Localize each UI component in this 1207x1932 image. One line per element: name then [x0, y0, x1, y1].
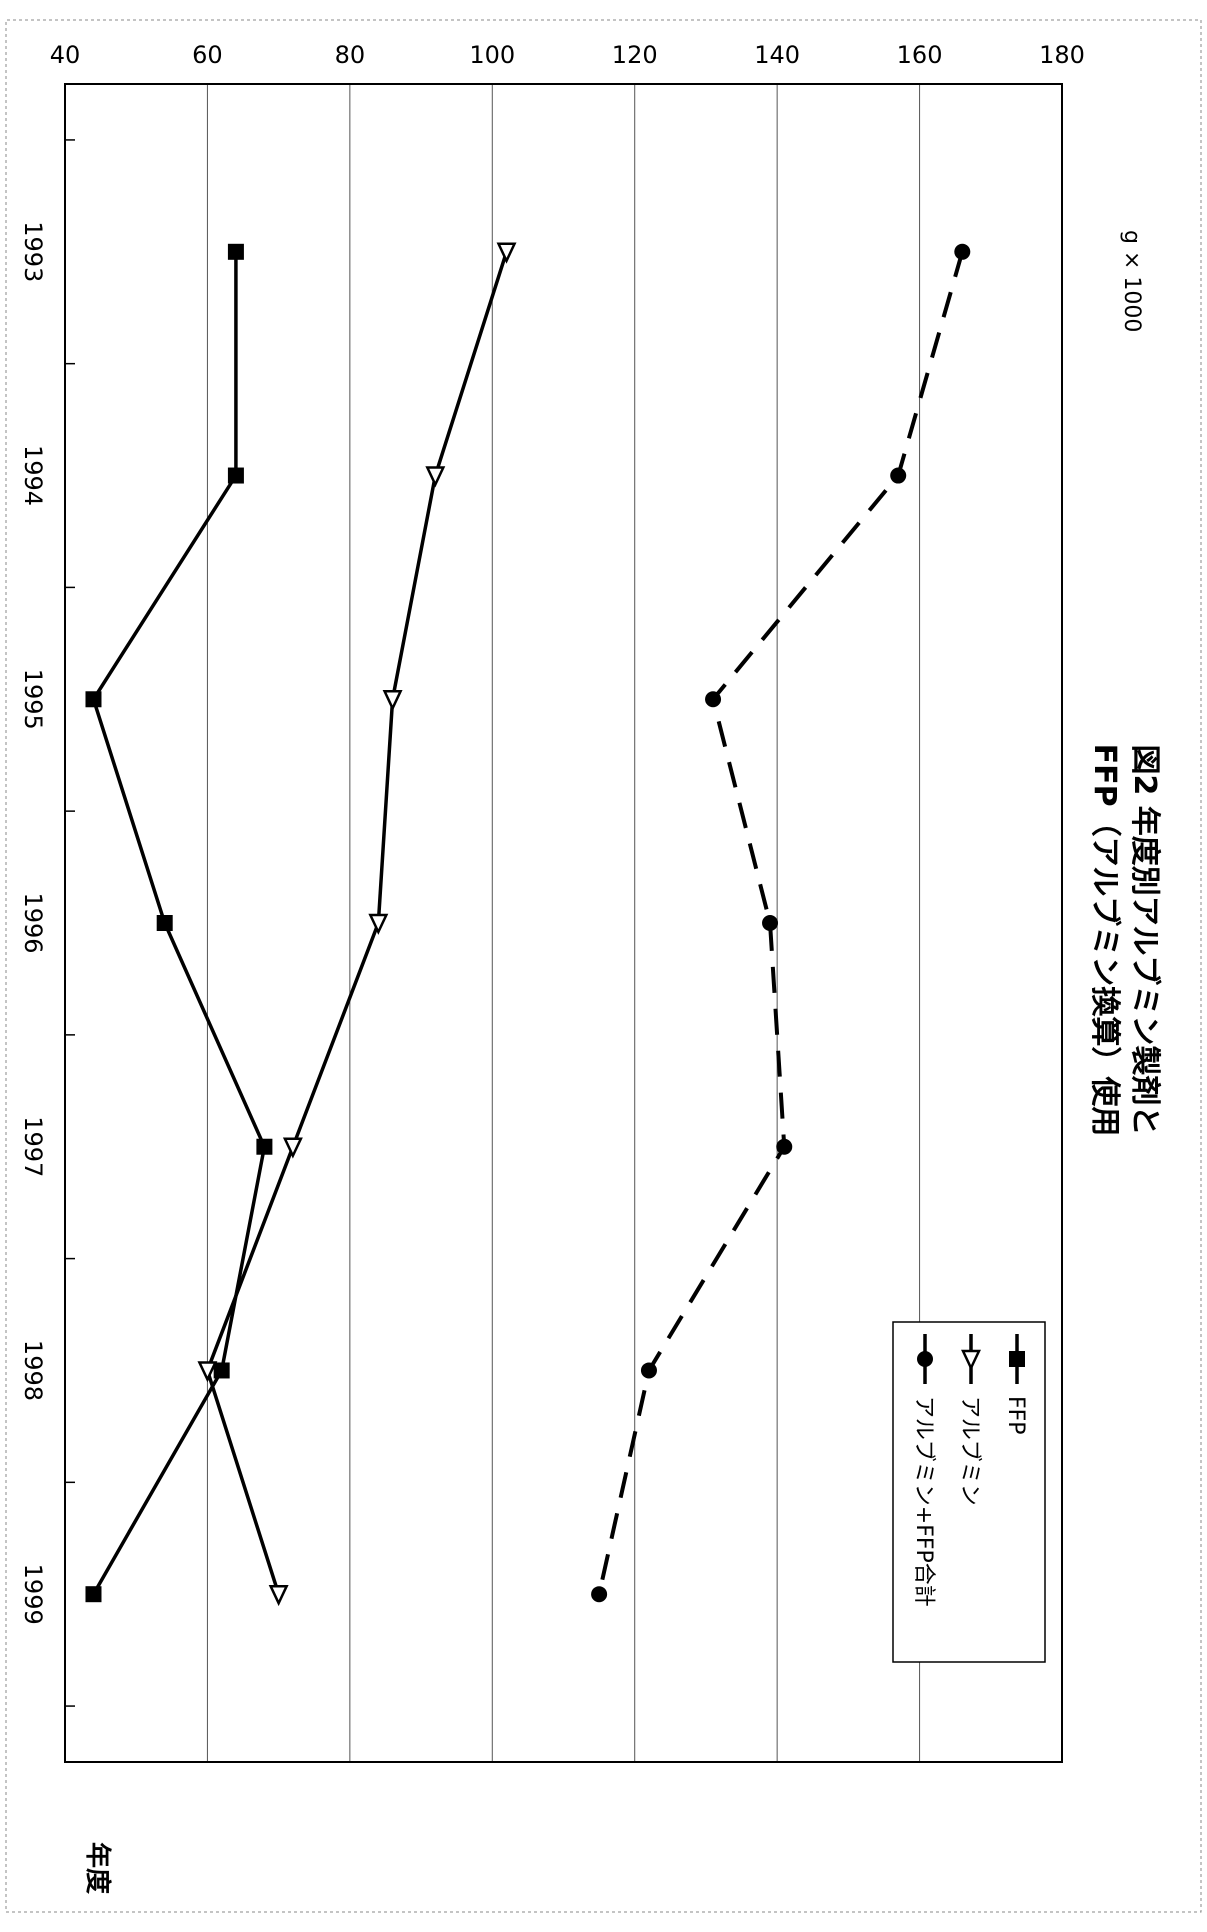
unit-label: g × 1000	[1119, 230, 1144, 332]
x-tick-label: 1994	[19, 445, 47, 506]
plot-frame	[64, 83, 1063, 1763]
legend-label: アルブミン	[957, 1396, 982, 1506]
marker-circle	[640, 1362, 657, 1379]
grid	[206, 84, 921, 1762]
marker-square	[227, 467, 244, 484]
chart-subtitle: FFP（アルブミン換算）使用	[1087, 744, 1122, 1137]
series-triangle	[197, 242, 517, 1607]
y-axis: 40 60 80 100 120 140 160 180	[50, 41, 1085, 69]
marker-circle	[954, 243, 971, 260]
x-tick-label: 1996	[19, 892, 47, 953]
series-line	[91, 251, 267, 1596]
chart-title: 図2 年度別アルブミン製剤と	[1127, 744, 1162, 1135]
marker-square	[1009, 1351, 1025, 1367]
marker-square	[213, 1362, 230, 1379]
marker-circle	[917, 1351, 933, 1367]
x-tick-label: 1997	[19, 1116, 47, 1177]
legend-label: アルブミン+FFP合計	[911, 1396, 936, 1607]
marker-circle	[890, 467, 907, 484]
marker-square	[227, 243, 244, 260]
marker-triangle	[368, 913, 389, 935]
x-axis-label: 年度	[82, 1842, 113, 1894]
page-border	[5, 19, 1202, 1913]
marker-triangle	[382, 690, 403, 712]
y-tick-label: 100	[469, 41, 515, 69]
y-tick-label: 80	[335, 41, 366, 69]
marker-square	[256, 1138, 273, 1155]
marker-circle	[591, 1586, 608, 1603]
marker-square	[156, 915, 173, 931]
marker-triangle	[268, 1584, 289, 1607]
x-axis: 1993 1994 1995 1996 1997 1998 1999	[19, 139, 75, 1707]
legend-label: FFP	[1003, 1396, 1028, 1435]
marker-triangle	[197, 1361, 218, 1383]
series-layer	[85, 242, 971, 1607]
x-tick-label: 1999	[19, 1564, 47, 1625]
series-line	[205, 251, 509, 1595]
y-tick-label: 160	[897, 41, 943, 69]
series-square	[85, 243, 273, 1603]
marker-triangle	[961, 1349, 981, 1371]
legend-box	[892, 1321, 1046, 1663]
y-tick-label: 120	[612, 41, 658, 69]
x-tick-label: 1998	[19, 1340, 47, 1401]
legend-item: FFP	[1003, 1334, 1028, 1435]
series-circle	[591, 243, 971, 1603]
marker-square	[85, 691, 102, 708]
legend-item: アルブミン+FFP合計	[911, 1334, 936, 1607]
marker-triangle	[496, 242, 517, 264]
marker-square	[85, 1586, 102, 1603]
y-tick-label: 140	[754, 41, 800, 69]
y-tick-label: 60	[192, 41, 223, 69]
marker-triangle	[282, 1137, 303, 1159]
marker-circle	[776, 1138, 793, 1155]
y-tick-label: 40	[50, 41, 81, 69]
x-tick-label: 1993	[19, 221, 47, 282]
marker-triangle	[425, 466, 446, 488]
marker-circle	[762, 915, 779, 931]
marker-circle	[705, 691, 722, 708]
x-tick-label: 1995	[19, 669, 47, 730]
y-tick-label: 180	[1039, 41, 1085, 69]
legend-item: アルブミン	[957, 1334, 982, 1506]
